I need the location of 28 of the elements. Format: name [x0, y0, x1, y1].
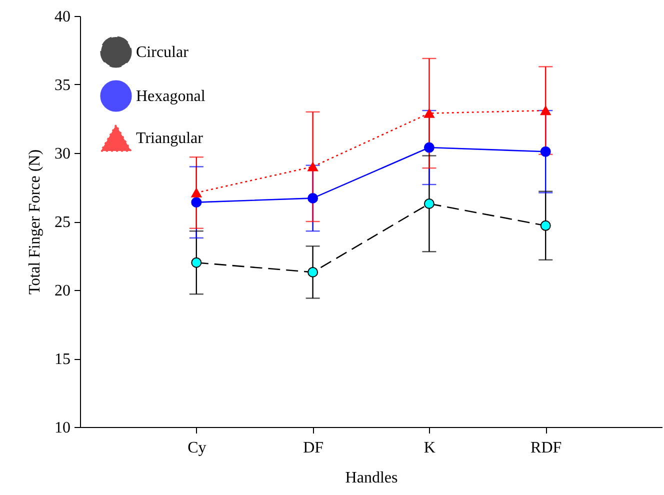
- x-axis-title: Handles: [345, 470, 398, 486]
- point: [308, 162, 318, 172]
- point: [191, 257, 202, 268]
- point: [424, 108, 434, 118]
- point: [308, 266, 318, 278]
- point: [424, 142, 434, 153]
- legend-label: Hexagonal: [136, 88, 206, 105]
- y-tick-label: 15: [54, 351, 70, 368]
- point: [540, 220, 551, 231]
- y-tick-label: 35: [54, 77, 70, 94]
- point: [191, 188, 202, 198]
- x-tick-label: K: [424, 440, 436, 456]
- x-tick-label: RDF: [530, 440, 562, 456]
- point: [424, 198, 434, 209]
- point: [308, 192, 318, 204]
- y-tick-label: 25: [54, 214, 70, 231]
- x-tick-label: Cy: [188, 440, 206, 456]
- point: [540, 146, 551, 157]
- x-tick-label: DF: [303, 440, 324, 456]
- point: [540, 106, 551, 116]
- y-tick-label: 10: [54, 420, 70, 436]
- legend-label: Circular: [136, 44, 190, 61]
- y-tick-label: 40: [54, 8, 70, 26]
- legend-label: Triangular: [136, 130, 204, 147]
- y-tick-label: 30: [54, 146, 70, 162]
- y-tick-label: 20: [54, 282, 70, 300]
- y-axis-title: Total Finger Force (N): [26, 149, 44, 295]
- point: [191, 197, 202, 208]
